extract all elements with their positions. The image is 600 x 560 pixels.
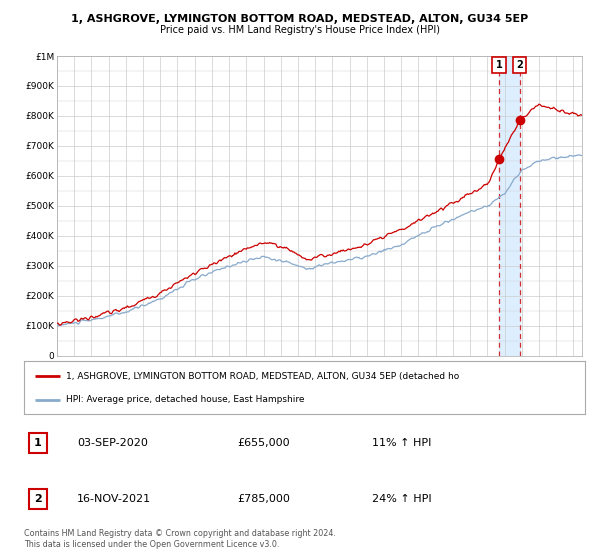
Text: 1: 1: [34, 438, 42, 449]
Bar: [499, 56, 520, 356]
Text: £785,000: £785,000: [237, 494, 290, 504]
Text: 03-SEP-2020: 03-SEP-2020: [77, 438, 148, 449]
Text: 2: 2: [34, 494, 42, 504]
Text: 1: 1: [496, 60, 502, 70]
Text: HPI: Average price, detached house, East Hampshire: HPI: Average price, detached house, East…: [66, 395, 305, 404]
Text: 11% ↑ HPI: 11% ↑ HPI: [372, 438, 431, 449]
Text: 24% ↑ HPI: 24% ↑ HPI: [372, 494, 431, 504]
Text: £655,000: £655,000: [237, 438, 290, 449]
Text: 1, ASHGROVE, LYMINGTON BOTTOM ROAD, MEDSTEAD, ALTON, GU34 5EP: 1, ASHGROVE, LYMINGTON BOTTOM ROAD, MEDS…: [71, 14, 529, 24]
Text: 1, ASHGROVE, LYMINGTON BOTTOM ROAD, MEDSTEAD, ALTON, GU34 5EP (detached ho: 1, ASHGROVE, LYMINGTON BOTTOM ROAD, MEDS…: [66, 372, 460, 381]
Text: Contains HM Land Registry data © Crown copyright and database right 2024.
This d: Contains HM Land Registry data © Crown c…: [24, 529, 336, 549]
Text: Price paid vs. HM Land Registry's House Price Index (HPI): Price paid vs. HM Land Registry's House …: [160, 25, 440, 35]
Text: 16-NOV-2021: 16-NOV-2021: [77, 494, 151, 504]
Text: 2: 2: [517, 60, 523, 70]
